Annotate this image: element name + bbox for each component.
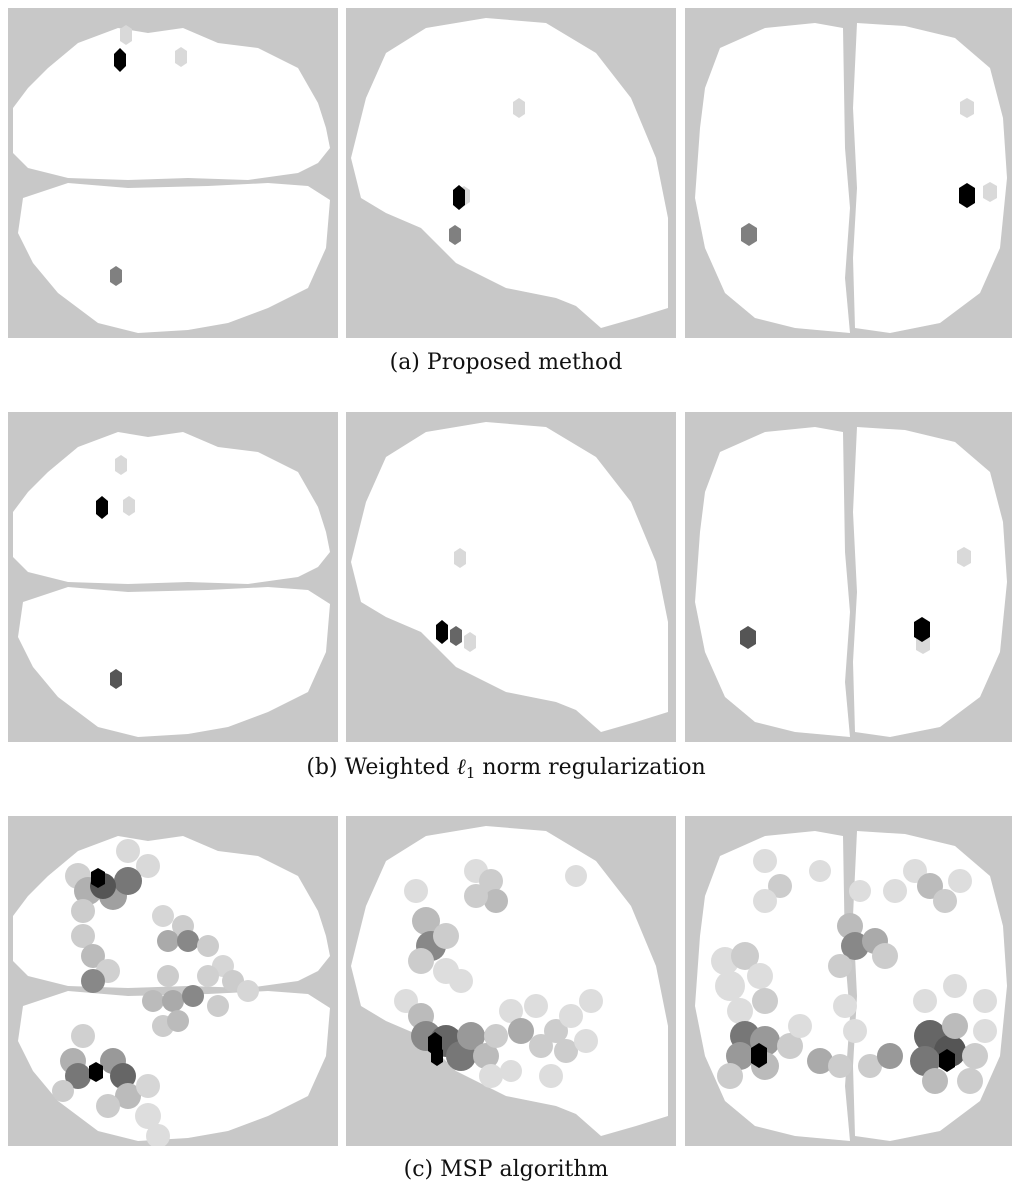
brain-left-hemisphere [13,432,330,584]
activation-blob [175,47,187,67]
coronal-brain-map [695,831,1007,1141]
activation-blob [110,669,122,689]
brain-right-hemisphere [18,587,330,737]
activation-blob [957,547,971,567]
activation-blob [436,620,448,644]
activation-blob [741,223,757,246]
brain-right-hemisphere [18,991,330,1141]
panel-b-coronal [685,412,1012,742]
brain-right-hemisphere [18,183,330,333]
activation-blob [960,98,974,118]
activation-cluster [52,839,259,1146]
caption-b-suffix: norm regularization [475,755,706,780]
activation-blob [115,455,127,475]
panel-a-axial [8,8,338,338]
panel-c-sagittal [346,816,676,1146]
caption-b-prefix: (b) Weighted [306,755,457,780]
brain-outline [351,18,668,328]
caption-b-subscript: 1 [465,764,476,782]
sagittal-brain-map [351,18,668,328]
activation-cluster [394,859,603,1088]
activation-blob [120,25,132,45]
caption-b: (b) Weighted ℓ1 norm regularization [0,754,1012,782]
brain-right-half [853,427,1007,737]
brain-right-half [853,23,1007,333]
caption-a: (a) Proposed method [389,350,623,375]
panel-c-coronal [685,816,1012,1146]
sagittal-brain-map [351,422,668,732]
activation-blob [914,617,930,642]
activation-blob [513,98,525,118]
panel-b-sagittal [346,412,676,742]
panel-a-coronal [685,8,1012,338]
caption-b-ell-symbol: ℓ [456,755,466,780]
brain-outline [351,422,668,732]
activation-blob [983,182,997,202]
brain-left-half [695,23,850,333]
coronal-brain-map [695,427,1007,737]
axial-brain-map [13,432,330,737]
brain-left-half [695,427,850,737]
activation-blob [453,185,465,210]
brain-outline [351,826,668,1136]
activation-blob [740,626,756,649]
sagittal-brain-map [351,826,668,1136]
caption-c: (c) MSP algorithm [403,1157,609,1182]
activation-blob [123,496,135,516]
axial-brain-map [13,25,330,333]
panel-b-axial [8,412,338,742]
activation-blob [454,548,466,568]
coronal-brain-map [695,23,1007,333]
activation-cluster [711,849,997,1094]
activation-blob [449,225,461,245]
activation-blob [450,626,462,646]
activation-blob [464,632,476,652]
activation-blob [96,496,108,519]
brain-left-hemisphere [13,28,330,180]
panel-a-sagittal [346,8,676,338]
activation-blob [959,183,975,208]
panel-c-axial [8,816,338,1146]
axial-brain-map [13,836,330,1146]
activation-blob [114,48,126,72]
activation-blob [110,266,122,286]
